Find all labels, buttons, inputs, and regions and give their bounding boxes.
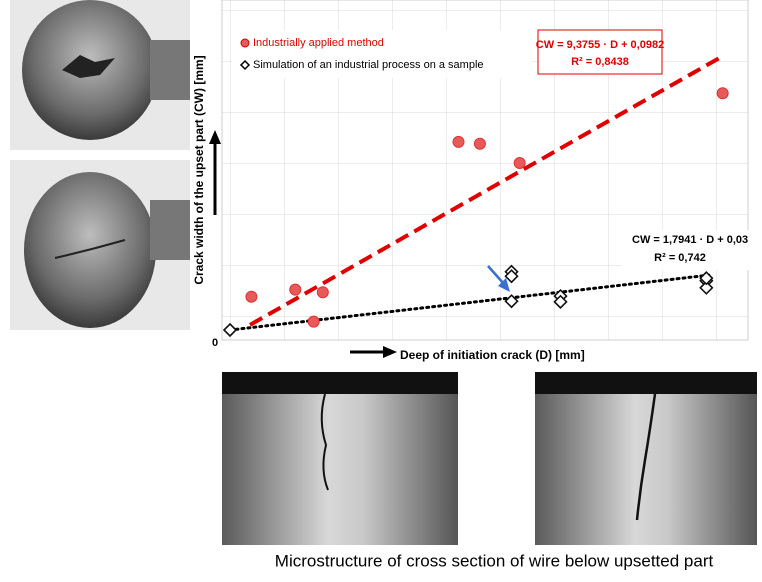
- micrograph-right: [535, 372, 757, 545]
- data-point: [308, 316, 319, 327]
- legend-marker: [241, 39, 249, 47]
- axis-arrow-head: [383, 346, 397, 358]
- equation-label: R² = 0,8438: [571, 56, 629, 68]
- data-point: [717, 88, 728, 99]
- equation-label: CW = 1,7941 · D + 0,03: [632, 234, 748, 246]
- micrograph-left: [222, 372, 458, 545]
- origin-label: 0: [212, 337, 218, 349]
- data-point: [246, 291, 257, 302]
- data-point: [290, 284, 301, 295]
- data-point: [453, 136, 464, 147]
- equation-label: R² = 0,742: [654, 252, 706, 264]
- photo-top: [10, 0, 190, 150]
- axis-arrow-head: [209, 130, 221, 144]
- y-axis-title: Crack width of the upset part (CW) [mm]: [192, 55, 206, 284]
- legend-label: Industrially applied method: [253, 37, 384, 49]
- x-axis-title: Deep of initiation crack (D) [mm]: [400, 348, 585, 362]
- legend-label: Simulation of an industrial process on a…: [253, 59, 484, 71]
- data-point: [514, 157, 525, 168]
- data-point: [317, 287, 328, 298]
- equation-label: CW = 9,3755 · D + 0,0982: [536, 39, 664, 51]
- data-point: [474, 138, 485, 149]
- caption: Microstructure of cross section of wire …: [275, 551, 714, 570]
- photo-bottom: [10, 160, 190, 330]
- figure: Industrially applied method Simulation o…: [0, 0, 762, 577]
